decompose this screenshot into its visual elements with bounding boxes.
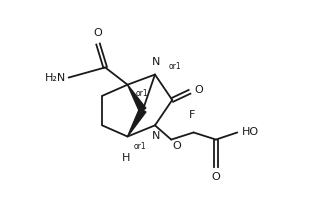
- Polygon shape: [127, 108, 146, 137]
- Text: N: N: [152, 131, 160, 142]
- Text: O: O: [212, 172, 220, 182]
- Text: N: N: [152, 57, 160, 67]
- Text: F: F: [189, 110, 195, 120]
- Text: O: O: [173, 141, 181, 151]
- Text: O: O: [195, 85, 203, 95]
- Text: O: O: [94, 28, 102, 38]
- Text: HO: HO: [242, 128, 259, 137]
- Text: or1: or1: [169, 62, 181, 71]
- Text: or1: or1: [135, 89, 148, 98]
- Polygon shape: [127, 85, 146, 112]
- Text: H₂N: H₂N: [45, 73, 66, 83]
- Text: H: H: [122, 153, 131, 163]
- Text: or1: or1: [134, 142, 146, 151]
